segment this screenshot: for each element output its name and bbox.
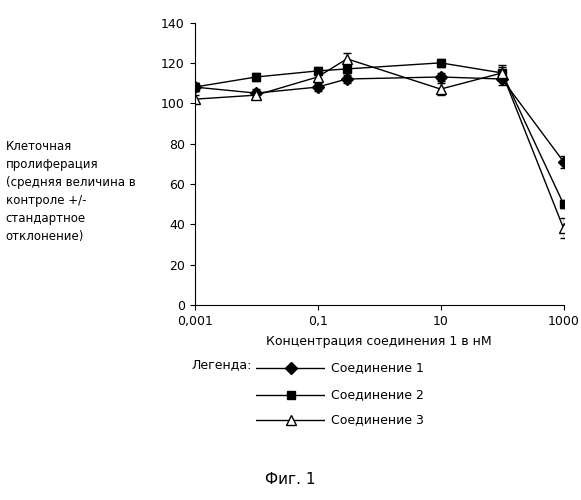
Text: Клеточная
пролиферация
(средняя величина в
контроле +/-
стандартное
отклонение): Клеточная пролиферация (средняя величина… <box>6 140 135 243</box>
Text: Соединение 3: Соединение 3 <box>331 414 424 426</box>
Text: Фиг. 1: Фиг. 1 <box>266 472 315 488</box>
Text: Соединение 2: Соединение 2 <box>331 388 424 402</box>
Text: Легенда:: Легенда: <box>192 358 252 372</box>
X-axis label: Концентрация соединения 1 в нМ: Концентрация соединения 1 в нМ <box>266 334 492 347</box>
Text: Соединение 1: Соединение 1 <box>331 361 424 374</box>
